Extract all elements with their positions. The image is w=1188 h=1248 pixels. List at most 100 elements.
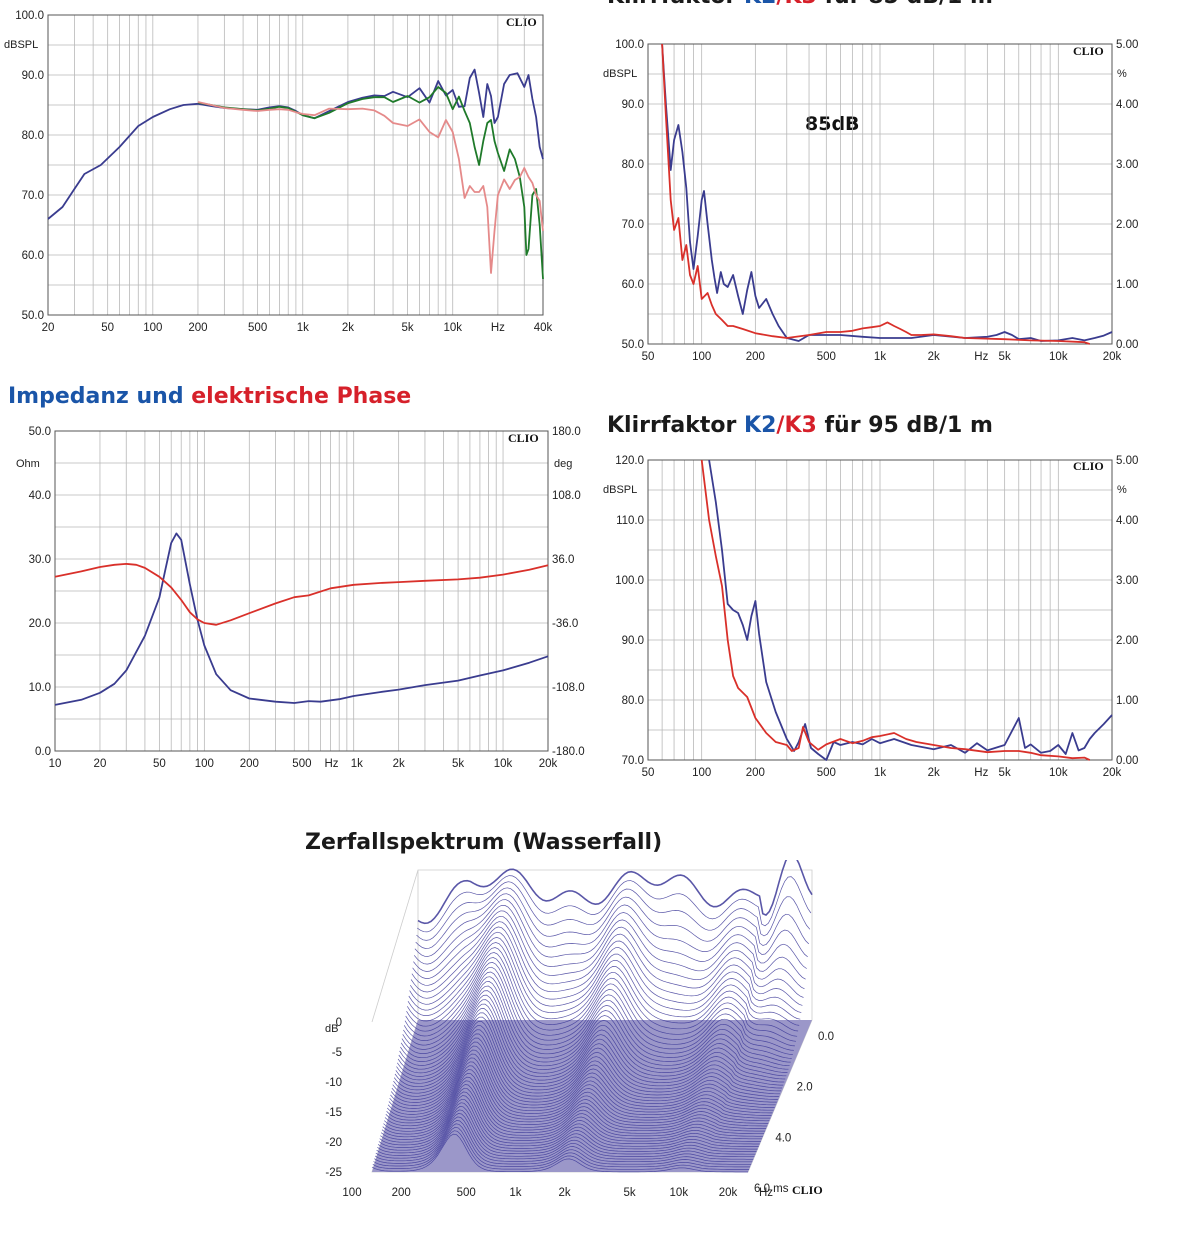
waterfall-slice — [416, 881, 811, 941]
waterfall-slice — [380, 1091, 761, 1142]
waterfall-slice — [401, 981, 790, 1067]
y2-tick-label: 0.00 — [1116, 339, 1138, 351]
waterfall-slice — [393, 1025, 779, 1097]
x-tick-label: 500 — [817, 767, 836, 779]
waterfall-slice — [391, 1037, 776, 1106]
plot-frame — [647, 459, 1113, 761]
time-tick-label: 0.0 — [818, 1031, 834, 1043]
y-tick-label: -20 — [325, 1137, 342, 1149]
x-tick-label: 5k — [999, 767, 1011, 779]
x-tick-label: 10 — [49, 758, 62, 770]
y-tick-label: 40.0 — [29, 490, 51, 502]
waterfall-slice — [397, 1008, 784, 1086]
thd95-title-slash: / — [776, 413, 785, 438]
waterfall-slice — [414, 893, 808, 958]
thd85-title-prefix: Klirrfaktor — [607, 0, 744, 9]
y2-tick-label: 5.00 — [1116, 455, 1138, 467]
y2-tick-label: 5.00 — [1116, 39, 1138, 51]
waterfall-slice — [404, 962, 794, 1051]
thd85-title-suffix: für 85 dB/1 m — [817, 0, 992, 9]
x-tick-label: 20 — [42, 322, 55, 334]
x-tick-label: 5k — [402, 322, 414, 334]
y-tick-label: 50.0 — [29, 426, 51, 438]
x-tick-label: 10k — [1049, 351, 1068, 363]
y2-tick-label: 1.00 — [1116, 695, 1138, 707]
impedance-chart: CLIO Ohm deg 50.0 40.0 30.0 20.0 10.0 0.0 180.… — [16, 426, 585, 770]
y2-axis-unit: % — [1117, 484, 1127, 496]
y-axis-unit: dBSPL — [603, 484, 637, 496]
y-axis-unit: dBSPL — [603, 68, 637, 80]
waterfall-slice — [410, 926, 802, 1013]
thd85-title: Klirrfaktor K2/K3 für 85 dB/1 m — [607, 0, 993, 10]
y2-tick-label: 2.00 — [1116, 219, 1138, 231]
y-axis-unit: dB — [325, 1023, 338, 1035]
y-tick-label: 90.0 — [622, 635, 644, 647]
waterfall-slice — [407, 942, 799, 1032]
clio-logo: CLIO — [508, 431, 539, 445]
y-tick-label: 110.0 — [616, 515, 644, 527]
x-tick-label: 2k — [559, 1187, 571, 1199]
waterfall-slice — [403, 971, 792, 1059]
waterfall-slice — [392, 1033, 777, 1103]
waterfall-slice — [387, 1057, 771, 1119]
waterfall-slice — [400, 990, 788, 1073]
waterfall-slice — [412, 910, 805, 990]
x-tick-label: 200 — [188, 322, 207, 334]
waterfall-title: Zerfallspektrum (Wasserfall) — [305, 830, 663, 855]
x-tick-label: 20k — [539, 758, 558, 770]
thd95-title: Klirrfaktor K2/K3 für 95 dB/1 m — [607, 413, 993, 439]
y-tick-label: 0 — [336, 1017, 342, 1029]
y-tick-label: 0.0 — [35, 746, 51, 758]
y-tick-label: 60.0 — [22, 250, 44, 262]
x-tick-label: 500 — [817, 351, 836, 363]
x-tick-label: Hz — [759, 1187, 773, 1199]
x-tick-label: 20k — [1103, 767, 1122, 779]
x-tick-label: 1k — [874, 351, 886, 363]
y-tick-label: 70.0 — [22, 190, 44, 202]
x-tick-label: 2k — [928, 767, 940, 779]
y-tick-label: 90.0 — [622, 99, 644, 111]
x-tick-label: 200 — [746, 767, 765, 779]
waterfall-slice — [389, 1049, 773, 1114]
x-tick-label: 100 — [342, 1187, 361, 1199]
waterfall-slice — [405, 957, 795, 1047]
waterfall-slice — [410, 921, 803, 1006]
waterfall-slice — [377, 1109, 756, 1155]
waterfall-slice — [396, 1012, 783, 1089]
series-line-pink — [197, 101, 544, 274]
waterfall-slice — [403, 966, 793, 1055]
waterfall-slice — [413, 904, 806, 980]
waterfall-slice — [384, 1072, 767, 1129]
y-tick-label: 100.0 — [615, 39, 644, 51]
series-line-blue — [708, 459, 1113, 761]
x-tick-label: Hz — [974, 351, 988, 363]
waterfall-slice — [416, 875, 812, 933]
waterfall-slice — [399, 994, 787, 1077]
waterfall-slice — [382, 1084, 763, 1137]
x-tick-label: 50 — [101, 322, 114, 334]
y-tick-label: 120.0 — [615, 455, 644, 467]
x-tick-label: 50 — [642, 767, 655, 779]
waterfall-slice — [386, 1065, 769, 1124]
y2-tick-label: 2.00 — [1116, 635, 1138, 647]
x-tick-label: 200 — [746, 351, 765, 363]
y-tick-label: 50.0 — [22, 310, 44, 322]
waterfall-slice — [373, 1126, 751, 1168]
impedance-panel: CLIO Ohm deg 50.0 40.0 30.0 20.0 10.0 0.0 180.… — [0, 420, 605, 780]
waterfall-slice — [377, 1105, 757, 1152]
x-tick-label: 2k — [342, 322, 354, 334]
y-tick-label: 20.0 — [29, 618, 51, 630]
x-tick-label: 20k — [1103, 351, 1122, 363]
waterfall-slice — [384, 1076, 766, 1132]
series-line-blue — [54, 532, 549, 706]
waterfall-slice — [393, 1029, 778, 1100]
frequency-response-chart: CLIO dBSPL 100.0 90.0 80.0 70.0 60.0 50.020 50… — [4, 10, 553, 334]
y-tick-label: 50.0 — [622, 339, 644, 351]
series-line-green — [197, 86, 544, 280]
waterfall-slice — [394, 1021, 780, 1095]
y-tick-label: -15 — [325, 1107, 342, 1119]
thd95-title-k2: K2 — [744, 413, 777, 438]
x-tick-label: 1k — [509, 1187, 521, 1199]
y2-tick-label: -36.0 — [552, 618, 578, 630]
